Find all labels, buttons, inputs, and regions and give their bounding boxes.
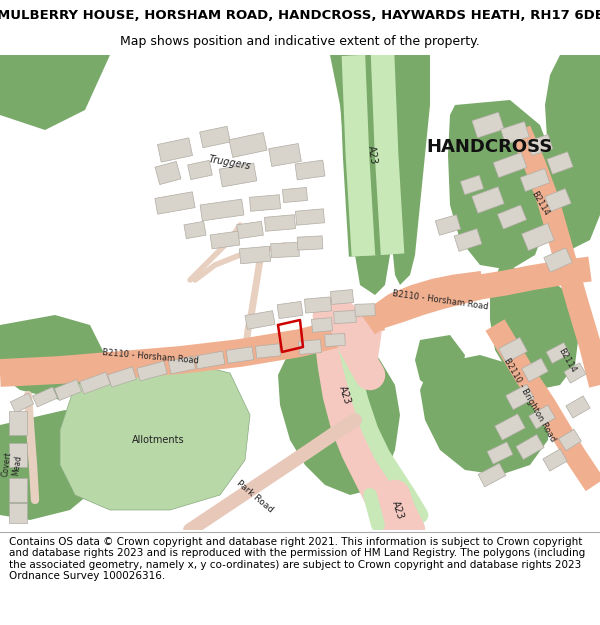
Bar <box>559 429 581 451</box>
Bar <box>9 478 27 502</box>
Polygon shape <box>0 55 110 130</box>
Bar <box>497 205 527 229</box>
Bar <box>487 442 513 464</box>
Bar <box>226 347 254 363</box>
Bar <box>311 318 332 332</box>
Bar <box>521 223 554 251</box>
Bar <box>544 248 572 272</box>
Polygon shape <box>330 55 390 295</box>
Bar <box>454 229 482 251</box>
Bar <box>9 443 27 467</box>
Text: HANDCROSS: HANDCROSS <box>427 138 553 156</box>
Bar <box>298 339 322 354</box>
Bar <box>546 342 570 363</box>
Text: Park Road: Park Road <box>235 479 275 515</box>
Bar <box>520 169 550 191</box>
Polygon shape <box>278 333 400 495</box>
Bar <box>265 215 296 231</box>
Bar <box>236 221 263 239</box>
Text: Truggers: Truggers <box>208 154 252 172</box>
Bar <box>325 334 346 346</box>
Bar <box>436 215 461 235</box>
Polygon shape <box>393 55 430 285</box>
Bar <box>107 367 136 388</box>
Bar <box>9 503 27 523</box>
Polygon shape <box>415 335 465 395</box>
Bar <box>55 379 82 401</box>
Bar <box>157 138 193 162</box>
Text: A23: A23 <box>391 499 406 521</box>
Bar <box>169 356 196 374</box>
Bar <box>516 434 544 459</box>
Bar <box>283 188 308 202</box>
Bar <box>499 338 527 362</box>
Bar <box>566 396 590 418</box>
Bar <box>155 161 181 184</box>
Bar <box>32 387 58 407</box>
Bar <box>239 246 271 264</box>
Bar <box>219 163 257 187</box>
Bar <box>80 372 110 394</box>
Text: B2110 - Horsham Road: B2110 - Horsham Road <box>101 348 199 366</box>
Text: B2114: B2114 <box>529 189 551 217</box>
Bar <box>472 187 504 213</box>
Text: B2114: B2114 <box>556 346 578 374</box>
Bar <box>200 126 230 148</box>
Bar <box>334 311 356 324</box>
Bar <box>229 132 267 158</box>
Polygon shape <box>0 410 110 520</box>
Bar <box>269 144 301 166</box>
Text: Contains OS data © Crown copyright and database right 2021. This information is : Contains OS data © Crown copyright and d… <box>9 537 585 581</box>
Bar <box>472 112 504 138</box>
Bar <box>522 358 548 382</box>
Polygon shape <box>448 100 555 270</box>
Bar <box>506 384 535 410</box>
Bar <box>256 344 281 358</box>
Bar <box>277 301 303 319</box>
Bar <box>188 161 212 179</box>
Bar <box>10 393 34 412</box>
Bar <box>9 411 27 435</box>
Bar <box>210 231 240 249</box>
Text: B2110 - Brighton Road: B2110 - Brighton Road <box>502 356 557 444</box>
Text: Allotments: Allotments <box>131 435 184 445</box>
Bar <box>527 134 553 156</box>
Text: Map shows position and indicative extent of the property.: Map shows position and indicative extent… <box>120 35 480 48</box>
Bar <box>460 175 484 195</box>
Bar <box>529 405 555 429</box>
Polygon shape <box>0 315 105 400</box>
Bar <box>297 236 323 250</box>
Bar <box>495 414 525 440</box>
Text: A23: A23 <box>366 145 378 165</box>
Bar <box>493 152 527 178</box>
Bar <box>331 289 353 304</box>
Bar <box>137 361 167 381</box>
Bar <box>184 221 206 239</box>
Text: Covert
Mead: Covert Mead <box>1 451 23 479</box>
Bar <box>295 209 325 225</box>
Bar <box>547 152 573 174</box>
Bar <box>295 160 325 180</box>
Bar <box>155 192 195 214</box>
Bar <box>500 121 529 144</box>
Bar <box>200 199 244 221</box>
Polygon shape <box>545 55 600 250</box>
Bar <box>543 449 567 471</box>
Bar <box>545 189 571 211</box>
Bar <box>195 351 225 369</box>
Polygon shape <box>420 355 550 475</box>
Polygon shape <box>60 360 250 510</box>
Bar <box>478 463 506 487</box>
Bar <box>271 242 299 258</box>
Text: A23: A23 <box>337 384 353 406</box>
Text: B2110 - Horsham Road: B2110 - Horsham Road <box>391 289 488 311</box>
Bar <box>245 311 275 329</box>
Bar <box>304 297 332 313</box>
Bar <box>250 195 281 211</box>
Bar <box>355 304 375 316</box>
Bar <box>564 363 586 383</box>
Polygon shape <box>490 265 580 390</box>
Text: MULBERRY HOUSE, HORSHAM ROAD, HANDCROSS, HAYWARDS HEATH, RH17 6DE: MULBERRY HOUSE, HORSHAM ROAD, HANDCROSS,… <box>0 9 600 22</box>
